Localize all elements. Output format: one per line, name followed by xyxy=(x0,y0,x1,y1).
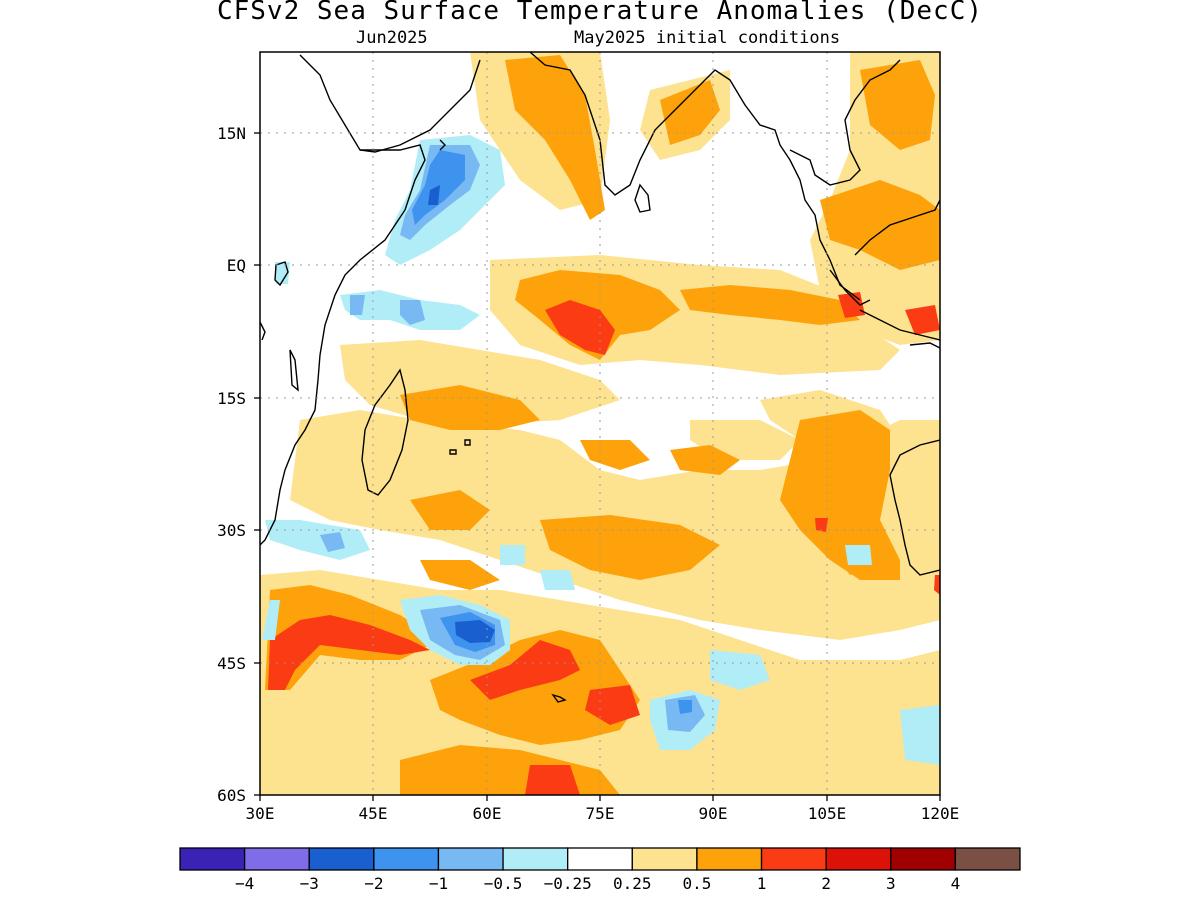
forecast-month: Jun2025 xyxy=(356,28,428,48)
lon-tick-label: 90E xyxy=(699,804,728,823)
colorbar-swatch xyxy=(437,847,504,871)
gridlines xyxy=(260,52,940,795)
colorbar-swatch xyxy=(373,847,440,871)
colorbar-label: 2 xyxy=(821,874,831,893)
colorbar-swatch xyxy=(760,847,827,871)
lat-tick-label: 15N xyxy=(217,124,246,143)
anomaly-1-2 xyxy=(268,292,940,795)
colorbar-swatch xyxy=(179,847,246,871)
lat-tick-label: 30S xyxy=(217,521,246,540)
lon-tick-label: 120E xyxy=(921,804,960,823)
lon-tick-label: 45E xyxy=(359,804,388,823)
lon-tick-label: 105E xyxy=(808,804,847,823)
colorbar-swatch xyxy=(890,847,957,871)
longitude-axis: 30E 45E 60E 75E 90E 105E 120E xyxy=(246,795,960,823)
colorbar-swatch xyxy=(696,847,763,871)
lon-tick-label: 60E xyxy=(473,804,502,823)
colorbar-swatch xyxy=(308,847,375,871)
colorbar-label: −2 xyxy=(364,874,383,893)
colorbar-label: −1 xyxy=(429,874,448,893)
colorbar-swatch xyxy=(954,847,1021,871)
latitude-axis: 15N EQ 15S 30S 45S 60S xyxy=(217,124,260,805)
lat-tick-label: EQ xyxy=(227,256,246,275)
chart-title: CFSv2 Sea Surface Temperature Anomalies … xyxy=(216,0,984,26)
colorbar-label: 3 xyxy=(886,874,896,893)
colorbar: −4 −3 −2 −1 −0.5 −0.25 0.25 0.5 1 2 3 4 xyxy=(179,847,1021,893)
initial-conditions-label: May2025 initial conditions xyxy=(574,28,841,48)
anomaly-neg-2-3 xyxy=(428,185,495,643)
colorbar-label: 4 xyxy=(951,874,961,893)
lat-tick-label: 15S xyxy=(217,389,246,408)
colorbar-label: −3 xyxy=(300,874,319,893)
colorbar-label: −0.5 xyxy=(484,874,523,893)
colorbar-label: −4 xyxy=(235,874,254,893)
colorbar-swatch xyxy=(502,847,569,871)
lon-tick-label: 30E xyxy=(246,804,275,823)
colorbar-swatch xyxy=(567,847,633,871)
colorbar-label: 1 xyxy=(757,874,767,893)
colorbar-swatch xyxy=(243,847,310,871)
colorbar-swatch xyxy=(631,847,698,871)
colorbar-label: −0.25 xyxy=(544,874,592,893)
colorbar-label: 0.5 xyxy=(682,874,711,893)
lat-tick-label: 45S xyxy=(217,654,246,673)
lon-tick-label: 75E xyxy=(586,804,615,823)
lat-tick-label: 60S xyxy=(217,786,246,805)
colorbar-label: 0.25 xyxy=(613,874,652,893)
colorbar-swatch xyxy=(825,847,892,871)
anomaly-fill-layer xyxy=(260,52,940,795)
